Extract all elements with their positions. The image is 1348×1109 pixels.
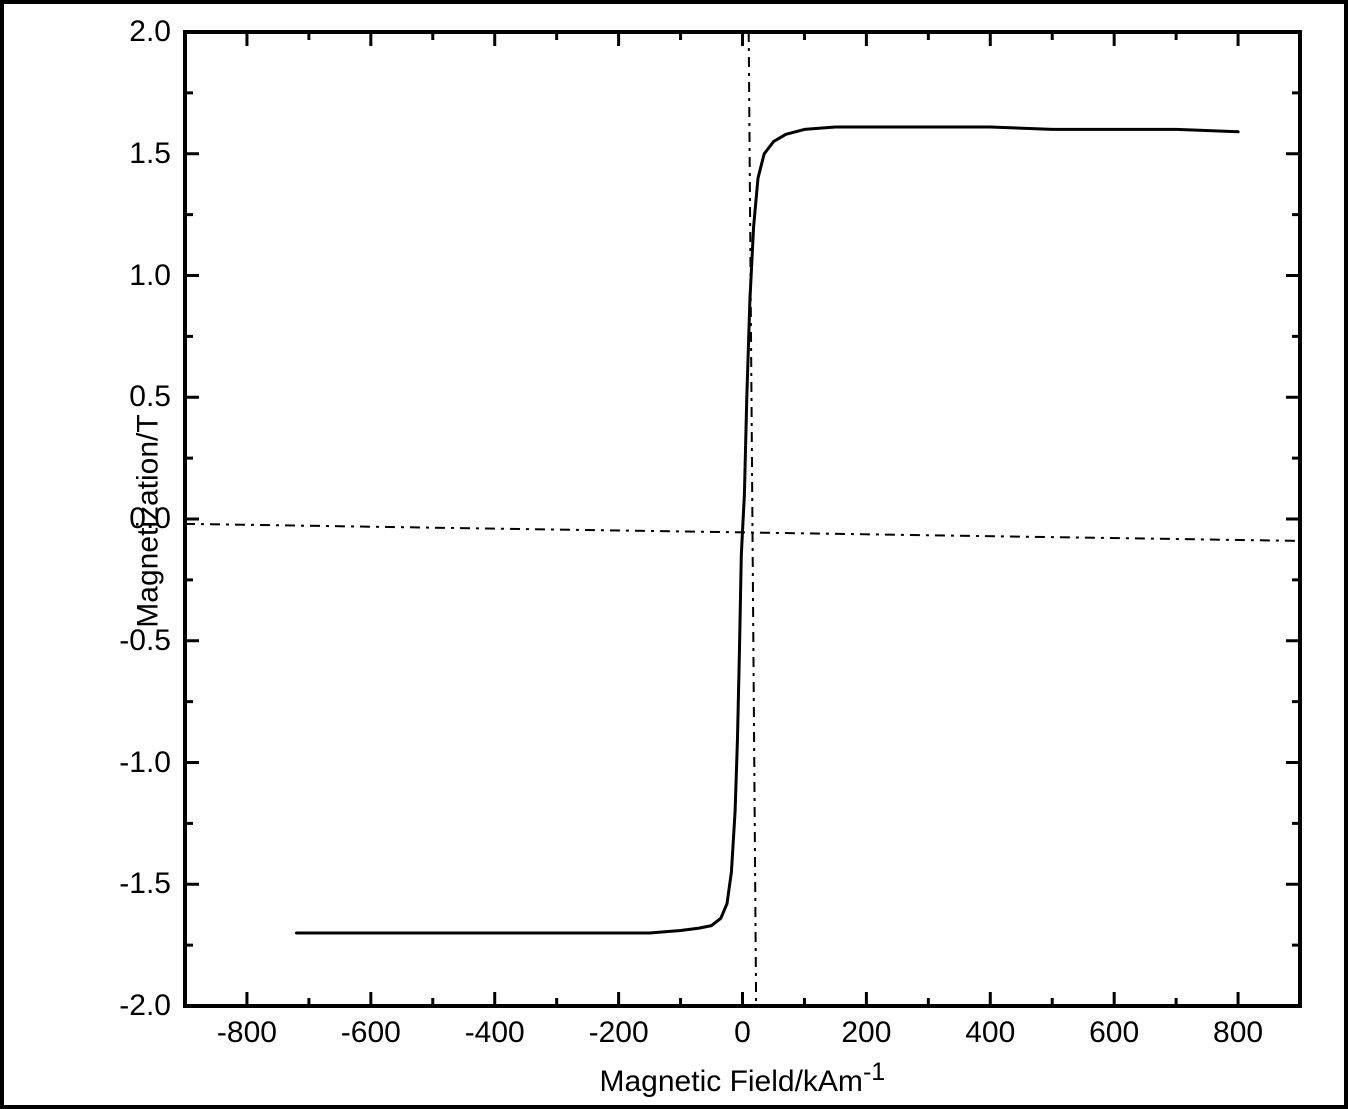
tick-label: 2.0: [129, 15, 171, 49]
tick-label: -400: [465, 1016, 525, 1050]
x-axis-label: Magnetic Field/kAm-1: [600, 1058, 886, 1099]
figure-container: Magnetization/T Magnetic Field/kAm-1 -80…: [0, 0, 1348, 1109]
tick-label: 400: [965, 1016, 1015, 1050]
tick-label: 1.0: [129, 259, 171, 293]
tick-label: 0.5: [129, 380, 171, 414]
chart-svg: [0, 0, 1348, 1109]
tick-label: 0: [734, 1016, 751, 1050]
tick-label: 800: [1213, 1016, 1263, 1050]
x-axis-label-sup: -1: [863, 1058, 885, 1086]
tick-label: 600: [1089, 1016, 1139, 1050]
tick-label: -1.0: [119, 746, 171, 780]
tick-label: -2.0: [119, 989, 171, 1023]
tick-label: -800: [217, 1016, 277, 1050]
tick-label: -1.5: [119, 867, 171, 901]
tick-label: 0.0: [129, 502, 171, 536]
x-axis-label-text: Magnetic Field/kAm: [600, 1065, 863, 1098]
tick-label: -0.5: [119, 624, 171, 658]
tick-label: -600: [341, 1016, 401, 1050]
tick-label: 1.5: [129, 137, 171, 171]
tick-label: -200: [589, 1016, 649, 1050]
tick-label: 200: [841, 1016, 891, 1050]
